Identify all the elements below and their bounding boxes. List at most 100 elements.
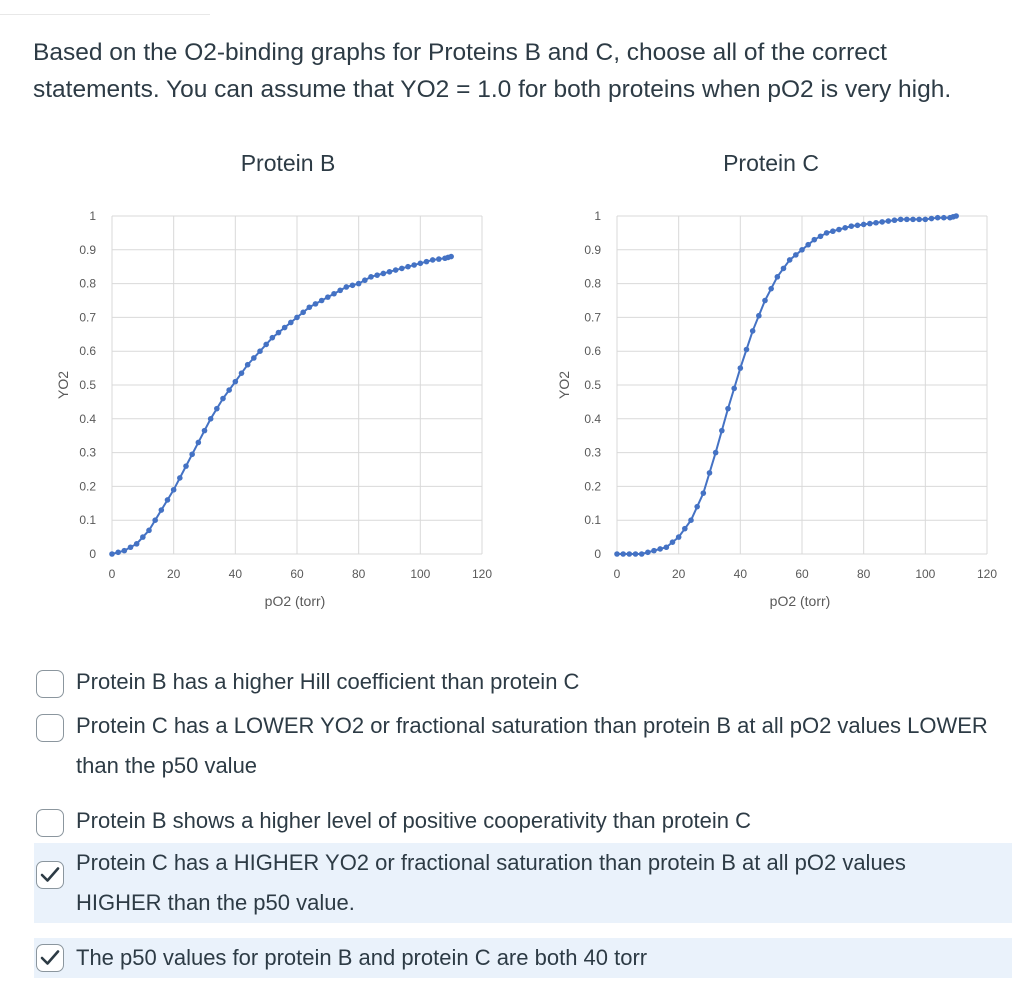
data-point (706, 470, 713, 476)
checkbox-higher-yo2[interactable] (36, 861, 64, 889)
data-point (756, 312, 762, 319)
option-p50-values[interactable]: The p50 values for protein B and protein… (34, 938, 1012, 978)
data-point (651, 547, 657, 554)
checkbox-hill-coefficient[interactable] (36, 670, 64, 698)
y-tick-label: 0.9 (79, 243, 96, 257)
option-label: Protein B has a higher Hill coefficient … (76, 669, 580, 694)
y-tick-label: 0.4 (79, 412, 96, 426)
data-point (645, 549, 651, 556)
y-tick-label: 0.7 (79, 310, 96, 324)
data-point (805, 241, 811, 248)
data-point (953, 213, 959, 219)
data-point (121, 547, 128, 554)
option-higher-yo2[interactable]: Protein C has a HIGHER YO2 or fractional… (34, 843, 1012, 923)
data-point (830, 228, 836, 235)
data-point (688, 517, 694, 523)
chart-title: Protein B (241, 150, 336, 176)
data-point (700, 490, 707, 496)
data-point (368, 274, 374, 280)
data-point (663, 544, 670, 551)
x-tick-label: 120 (472, 567, 492, 581)
data-point (904, 216, 910, 223)
data-point (694, 503, 700, 510)
data-point (331, 290, 337, 297)
data-point (411, 262, 417, 268)
data-point (275, 329, 282, 336)
x-tick-label: 120 (977, 567, 997, 581)
data-point (854, 222, 861, 229)
x-axis-label: pO2 (torr) (265, 593, 326, 609)
x-tick-label: 0 (614, 567, 621, 581)
question-text: Based on the O2-binding graphs for Prote… (33, 39, 952, 103)
x-tick-label: 80 (352, 567, 366, 581)
y-tick-label: 0.6 (79, 344, 96, 358)
option-lower-yo2[interactable]: Protein C has a LOWER YO2 or fractional … (34, 706, 1012, 786)
data-point (712, 449, 719, 456)
data-point (786, 257, 793, 263)
data-point (294, 314, 300, 321)
data-point (312, 301, 319, 307)
y-tick-label: 0.8 (584, 277, 601, 291)
y-tick-label: 0.1 (584, 513, 601, 527)
data-point (638, 551, 645, 557)
data-point (281, 324, 288, 331)
x-tick-label: 40 (734, 567, 748, 581)
checkbox-cooperativity[interactable] (36, 809, 64, 837)
data-point (860, 221, 867, 228)
option-hill-coefficient[interactable]: Protein B has a higher Hill coefficient … (34, 662, 1012, 702)
data-point (201, 427, 208, 434)
y-tick-label: 0.6 (584, 344, 601, 358)
data-point (226, 387, 232, 393)
checkmark-icon (40, 950, 60, 965)
y-tick-label: 0.9 (584, 243, 601, 257)
chart-protein-c-svg: Protein C 0 0.1 0.2 0.3 0.4 0.5 0.6 0.7 0.8 0.9 1 0 2… (556, 150, 997, 609)
data-point (429, 257, 436, 263)
y-tick-label: 1 (89, 209, 96, 223)
data-point (620, 551, 626, 557)
data-point (916, 216, 922, 223)
data-point (793, 252, 799, 258)
checkbox-p50-values[interactable] (36, 944, 64, 972)
chart-title: Protein C (723, 150, 819, 176)
data-point (417, 260, 424, 267)
data-point (928, 215, 935, 222)
y-axis-label: YO2 (55, 371, 71, 399)
data-point (300, 309, 306, 316)
data-point (632, 551, 639, 557)
y-tick-label: 0.5 (79, 378, 96, 392)
data-point (380, 270, 387, 277)
data-point (737, 365, 744, 371)
data-point (842, 225, 848, 231)
data-point (220, 395, 226, 402)
chart-protein-b: Protein B 0 0.1 0.2 0.3 0.4 0.5 0.6 0.7 0.8 0.9 1 0 2… (0, 140, 500, 620)
data-point (657, 546, 663, 552)
data-point (780, 265, 787, 272)
data-point (146, 527, 152, 534)
option-label: The p50 values for protein B and protein… (76, 945, 648, 970)
option-label: Protein C has a HIGHER YO2 or fractional… (76, 850, 906, 915)
data-point (811, 236, 818, 243)
y-tick-label: 0.4 (584, 412, 601, 426)
data-point (362, 277, 368, 284)
data-point (922, 216, 929, 223)
data-point (941, 214, 947, 221)
y-tick-label: 0.8 (79, 277, 96, 291)
data-point (189, 451, 195, 458)
data-point (682, 525, 688, 532)
data-point (306, 304, 313, 311)
option-cooperativity[interactable]: Protein B shows a higher level of positi… (34, 801, 1012, 841)
y-tick-label: 1 (594, 209, 601, 223)
y-tick-label: 0.7 (584, 310, 601, 324)
checkbox-lower-yo2[interactable] (36, 714, 64, 742)
data-point (386, 268, 393, 275)
data-point (115, 549, 121, 556)
x-axis-label: pO2 (torr) (770, 593, 831, 609)
data-point (158, 507, 165, 513)
data-point (318, 297, 325, 304)
data-point (891, 217, 898, 224)
data-point (669, 539, 676, 545)
data-point (725, 405, 731, 412)
data-point (897, 216, 904, 223)
y-tick-label: 0.5 (584, 378, 601, 392)
data-point (768, 285, 774, 292)
